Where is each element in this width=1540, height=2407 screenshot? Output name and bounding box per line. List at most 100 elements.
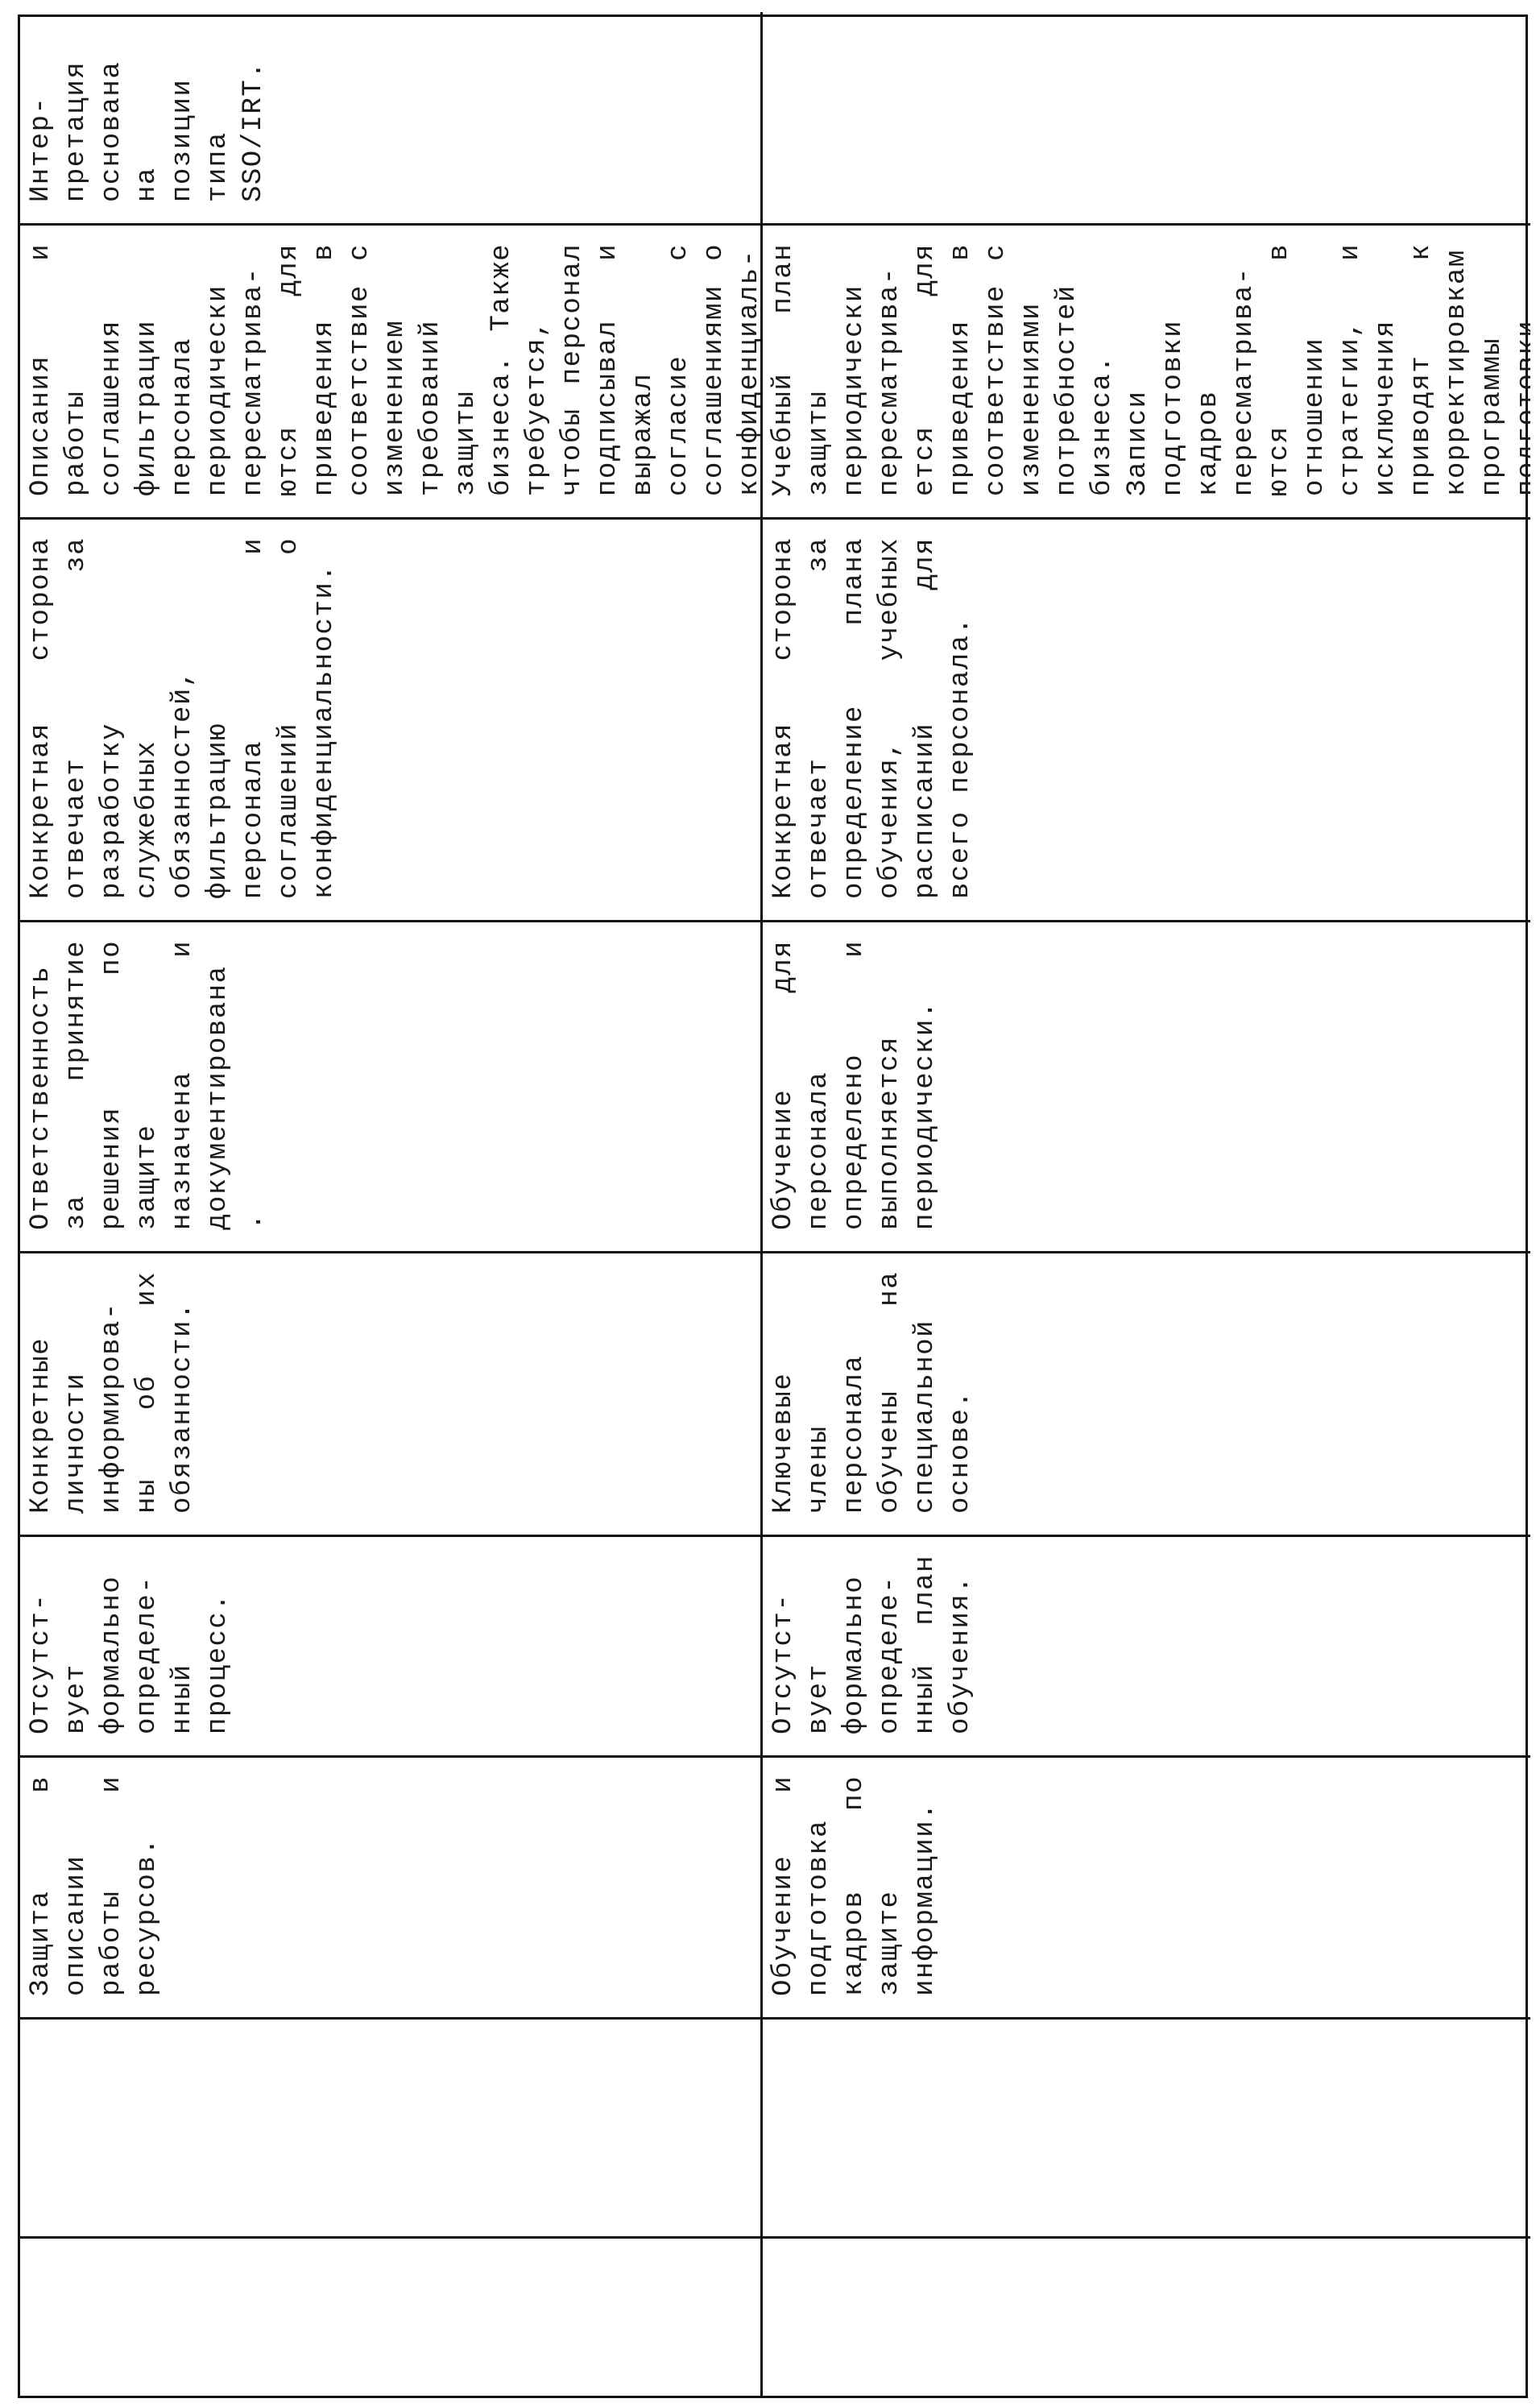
cell-text-line: Отсутст- [766, 1555, 801, 1734]
cell-text-line: пересматрива- [236, 243, 271, 496]
table-cell: Отсутст-вуетформальноопределе-нный плано… [763, 1535, 1530, 1755]
table-cell [20, 2236, 763, 2396]
cell-text-line: требований [413, 243, 449, 496]
cell-text-line: члены [801, 1271, 837, 1514]
cell-text-line: приведения в [307, 243, 342, 496]
cell-text-line: отвечает за [59, 537, 94, 899]
cell-text-line: ется для [908, 243, 943, 496]
table-cell: Конкретныеличностиинформирова-ны об ихоб… [20, 1251, 763, 1535]
cell-text-line: Интер- [23, 30, 59, 202]
table-cell [763, 12, 1530, 223]
cell-text-line: подготовка [801, 1775, 837, 1996]
cell-text-line: претация [59, 30, 94, 202]
cell-text-line: расписаний для [908, 537, 943, 899]
cell-text-line: бизнеса. [1085, 243, 1120, 496]
cell-text-line: защите [130, 940, 165, 1230]
cell-text-line: защиты [449, 243, 484, 496]
table-cell: Описания иработысоглашенияфильтрацииперс… [20, 223, 763, 517]
cell-text-line: согласие с [661, 243, 697, 496]
cell-text-line: соглашений о [271, 537, 307, 899]
cell-text-line: документирована [201, 940, 236, 1230]
cell-text-line: Ключевые [766, 1271, 801, 1514]
cell-text-line: процесс. [201, 1555, 236, 1734]
cell-text-line: вует [59, 1555, 94, 1734]
cell-text-line: SSO/IRT. [236, 30, 271, 202]
cell-text-line: основана [94, 30, 130, 202]
cell-text-line: пересматрива- [872, 243, 908, 496]
cell-text-line: . [236, 940, 271, 1230]
table-cell [763, 2017, 1530, 2236]
document-table: Защита вописанииработы иресурсов.Отсутст… [18, 14, 1528, 2398]
cell-text-line: обучены на [872, 1271, 908, 1514]
cell-text-line: исключения [1368, 243, 1404, 496]
cell-text-line: приведения в [943, 243, 979, 496]
cell-text-line: назначена и [165, 940, 201, 1230]
cell-text-line: подготовки [1510, 243, 1530, 496]
cell-text-line: фильтрацию [201, 537, 236, 899]
cell-text-line: Отсутст- [23, 1555, 59, 1734]
cell-text-line: типа [201, 30, 236, 202]
cell-text-line: подготовки [1156, 243, 1191, 496]
cell-text-line: Описания и [23, 243, 59, 496]
cell-text-line: конфиденциальности. [307, 537, 342, 899]
cell-text-line: конфиденциаль- [732, 243, 763, 496]
cell-text-line: информирова- [94, 1271, 130, 1514]
cell-text-line: ются для [271, 243, 307, 496]
table-cell: Обучение иподготовкакадров позащитеинфор… [763, 1755, 1530, 2017]
cell-text-line: изменением [378, 243, 413, 496]
cell-text-line: разработку [94, 537, 130, 899]
cell-text-line: соответствие с [979, 243, 1014, 496]
cell-text-line: основе. [943, 1271, 979, 1514]
table-cell: Конкретная сторонаотвечает заразработку с… [20, 517, 763, 920]
cell-text-line: подписывал и [590, 243, 626, 496]
cell-text-line: кадров по [837, 1775, 872, 1996]
table-cell [20, 2017, 763, 2236]
cell-text-line: Конкретная сторона [23, 537, 59, 899]
cell-text-line: стратегии, и [1333, 243, 1368, 496]
cell-text-line: ресурсов. [130, 1775, 165, 1996]
cell-text-line: определено и [837, 940, 872, 1230]
cell-text-line: работы [59, 243, 94, 496]
cell-text-line: работы и [94, 1775, 130, 1996]
cell-text-line: личности [59, 1271, 94, 1514]
cell-text-line: периодически [837, 243, 872, 496]
cell-text-line: бизнеса. Также [484, 243, 520, 496]
cell-text-line: определе- [872, 1555, 908, 1734]
cell-text-line: потребностей [1049, 243, 1085, 496]
cell-text-line: нный план [908, 1555, 943, 1734]
cell-text-line: ются в [1262, 243, 1298, 496]
cell-text-line: выражал [626, 243, 661, 496]
cell-text-line: формально [837, 1555, 872, 1734]
cell-text-line: персонала и [236, 537, 271, 899]
cell-text-line: соответствие с [342, 243, 378, 496]
cell-text-line: обучения. [943, 1555, 979, 1734]
cell-text-line: Записи [1120, 243, 1156, 496]
cell-text-line: изменениями [1014, 243, 1049, 496]
table-cell: Ответственностьза принятиерешения позащи… [20, 920, 763, 1251]
table-cell: Ключевыечленыперсоналаобучены наспециаль… [763, 1251, 1530, 1535]
cell-text-line: отвечает за [801, 537, 837, 899]
table-cell: Защита вописанииработы иресурсов. [20, 1755, 763, 2017]
cell-text-line: Ответственность [23, 940, 59, 1230]
cell-text-line: Обучение для [766, 940, 801, 1230]
cell-text-line: определение плана [837, 537, 872, 899]
cell-text-line: персонала [165, 243, 201, 496]
cell-text-line: соглашениями о [697, 243, 732, 496]
cell-text-line: приводят к [1404, 243, 1439, 496]
cell-text-line: за принятие [59, 940, 94, 1230]
table-cell: Отсутст-вуетформальноопределе-нныйпроцес… [20, 1535, 763, 1755]
cell-text-line: информации. [908, 1775, 943, 1996]
cell-text-line: Учебный план [766, 243, 801, 496]
cell-text-line: отношении [1298, 243, 1333, 496]
cell-text-line: Конкретная сторона [766, 537, 801, 899]
cell-text-line: решения по [94, 940, 130, 1230]
cell-text-line: обязанности. [165, 1271, 201, 1514]
table-cell: Конкретная сторонаотвечает заопределение… [763, 517, 1530, 920]
cell-text-line: периодически [201, 243, 236, 496]
cell-text-line: требуется, [520, 243, 555, 496]
cell-text-line: кадров [1191, 243, 1227, 496]
cell-text-line: на [130, 30, 165, 202]
cell-text-line: определе- [130, 1555, 165, 1734]
cell-text-line: фильтрации [130, 243, 165, 496]
